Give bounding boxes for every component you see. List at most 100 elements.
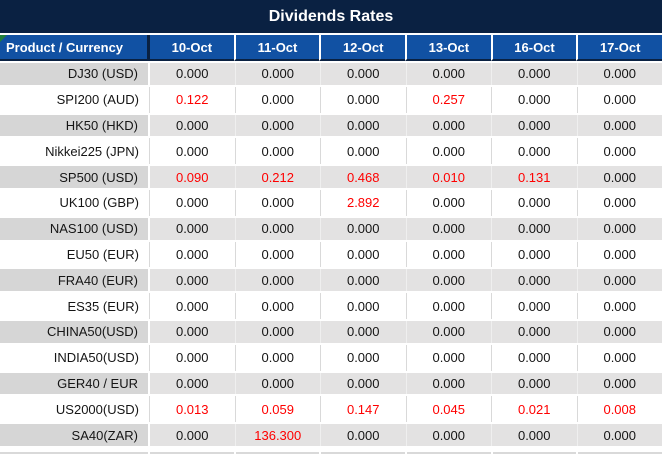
- dividend-value-cell[interactable]: 0.000: [576, 424, 662, 446]
- date-header-cell[interactable]: 10-Oct: [150, 35, 234, 61]
- dividend-value-cell[interactable]: 0.000: [150, 241, 235, 268]
- dividend-value-cell[interactable]: 0.000: [576, 293, 662, 319]
- dividend-value-cell[interactable]: 0.000: [491, 424, 577, 446]
- dividend-value-cell[interactable]: 0.045: [405, 396, 491, 423]
- dividend-value-cell[interactable]: 0.131: [491, 166, 577, 188]
- dividend-value-cell[interactable]: 0.000: [405, 241, 491, 268]
- dividend-value-cell[interactable]: 0.000: [234, 320, 320, 343]
- dividend-value-cell[interactable]: 0.000: [150, 424, 235, 446]
- dividend-value-cell[interactable]: 0.000: [405, 217, 491, 240]
- dividend-value-cell[interactable]: 0.000: [150, 114, 235, 137]
- dividend-value-cell[interactable]: 0.000: [491, 320, 577, 343]
- dividend-value-cell[interactable]: 0.000: [320, 372, 406, 395]
- dividend-value-cell[interactable]: 0.000: [150, 293, 235, 319]
- dividend-value-cell[interactable]: 0.000: [320, 217, 406, 240]
- dividend-value-cell[interactable]: 0.000: [576, 217, 662, 240]
- dividend-value-cell[interactable]: 0.000: [576, 241, 662, 268]
- dividend-value-cell[interactable]: 0.000: [491, 344, 577, 371]
- dividend-value-cell[interactable]: 0.000: [234, 63, 320, 85]
- dividend-value-cell[interactable]: 0.468: [320, 166, 406, 188]
- dividend-value-cell[interactable]: 0.000: [320, 63, 406, 85]
- dividend-value-cell[interactable]: 0.000: [405, 372, 491, 395]
- dividend-value-cell[interactable]: 0.000: [491, 241, 577, 268]
- dividend-value-cell[interactable]: 0.000: [405, 138, 491, 165]
- product-cell[interactable]: SA40(ZAR): [0, 424, 150, 446]
- product-cell[interactable]: SP500 (USD): [0, 166, 150, 188]
- product-cell[interactable]: UK100 (GBP): [0, 189, 150, 216]
- product-cell[interactable]: GER40 / EUR: [0, 372, 150, 395]
- dividend-value-cell[interactable]: 0.000: [320, 320, 406, 343]
- dividend-value-cell[interactable]: 0.000: [234, 189, 320, 216]
- product-cell[interactable]: FRA40 (EUR): [0, 269, 150, 292]
- dividend-value-cell[interactable]: 0.122: [150, 86, 235, 113]
- dividend-value-cell[interactable]: 0.008: [576, 396, 662, 423]
- dividend-value-cell[interactable]: 0.147: [320, 396, 406, 423]
- dividend-value-cell[interactable]: 0.000: [405, 114, 491, 137]
- dividend-value-cell[interactable]: 0.257: [405, 86, 491, 113]
- dividend-value-cell[interactable]: 0.000: [320, 114, 406, 137]
- dividend-value-cell[interactable]: 0.000: [150, 372, 235, 395]
- dividend-value-cell[interactable]: 0.000: [576, 269, 662, 292]
- dividend-value-cell[interactable]: 0.000: [150, 63, 235, 85]
- dividend-value-cell[interactable]: 0.000: [576, 320, 662, 343]
- product-cell[interactable]: SPI200 (AUD): [0, 86, 150, 113]
- dividend-value-cell[interactable]: 0.021: [491, 396, 577, 423]
- dividend-value-cell[interactable]: 0.000: [405, 344, 491, 371]
- dividend-value-cell[interactable]: 0.000: [320, 269, 406, 292]
- date-header-cell[interactable]: 17-Oct: [576, 35, 662, 61]
- dividend-value-cell[interactable]: 0.000: [576, 114, 662, 137]
- dividend-value-cell[interactable]: 0.000: [234, 138, 320, 165]
- dividend-value-cell[interactable]: 0.059: [234, 396, 320, 423]
- product-cell[interactable]: ES35 (EUR): [0, 293, 150, 319]
- dividend-value-cell[interactable]: 0.000: [234, 372, 320, 395]
- dividend-value-cell[interactable]: 0.000: [491, 138, 577, 165]
- dividend-value-cell[interactable]: 0.000: [320, 138, 406, 165]
- dividend-value-cell[interactable]: 0.000: [234, 86, 320, 113]
- product-cell[interactable]: US2000(USD): [0, 396, 150, 423]
- dividend-value-cell[interactable]: 0.000: [491, 269, 577, 292]
- dividend-value-cell[interactable]: 0.000: [150, 138, 235, 165]
- product-cell[interactable]: DJ30 (USD): [0, 63, 150, 85]
- dividend-value-cell[interactable]: 0.000: [491, 372, 577, 395]
- dividend-value-cell[interactable]: 0.000: [405, 63, 491, 85]
- dividend-value-cell[interactable]: 136.300: [234, 424, 320, 446]
- dividend-value-cell[interactable]: 0.000: [491, 114, 577, 137]
- dividend-value-cell[interactable]: 0.000: [576, 166, 662, 188]
- product-cell[interactable]: EU50 (EUR): [0, 241, 150, 268]
- dividend-value-cell[interactable]: 0.000: [150, 269, 235, 292]
- dividend-value-cell[interactable]: 0.000: [150, 320, 235, 343]
- dividend-value-cell[interactable]: 0.000: [320, 293, 406, 319]
- dividend-value-cell[interactable]: 0.000: [576, 344, 662, 371]
- dividend-value-cell[interactable]: 0.010: [405, 166, 491, 188]
- dividend-value-cell[interactable]: 0.000: [320, 86, 406, 113]
- dividend-value-cell[interactable]: 0.000: [491, 63, 577, 85]
- product-cell[interactable]: INDIA50(USD): [0, 344, 150, 371]
- dividend-value-cell[interactable]: 0.000: [576, 86, 662, 113]
- dividend-value-cell[interactable]: 0.000: [576, 189, 662, 216]
- dividend-value-cell[interactable]: 0.000: [234, 293, 320, 319]
- product-currency-header-cell[interactable]: Product / Currency: [0, 35, 150, 61]
- dividend-value-cell[interactable]: 0.000: [405, 293, 491, 319]
- dividend-value-cell[interactable]: 0.000: [405, 269, 491, 292]
- product-cell[interactable]: HK50 (HKD): [0, 114, 150, 137]
- dividend-value-cell[interactable]: 0.000: [234, 269, 320, 292]
- product-cell[interactable]: CHINA50(USD): [0, 320, 150, 343]
- product-cell[interactable]: Nikkei225 (JPN): [0, 138, 150, 165]
- dividend-value-cell[interactable]: 0.000: [405, 424, 491, 446]
- dividend-value-cell[interactable]: 0.000: [320, 344, 406, 371]
- dividend-value-cell[interactable]: 0.013: [150, 396, 235, 423]
- dividend-value-cell[interactable]: 0.000: [150, 189, 235, 216]
- dividend-value-cell[interactable]: 0.000: [234, 217, 320, 240]
- dividend-value-cell[interactable]: 0.000: [491, 293, 577, 319]
- dividend-value-cell[interactable]: 0.000: [150, 344, 235, 371]
- dividend-value-cell[interactable]: 0.000: [234, 344, 320, 371]
- dividend-value-cell[interactable]: 0.000: [405, 320, 491, 343]
- dividend-value-cell[interactable]: 0.000: [234, 114, 320, 137]
- dividend-value-cell[interactable]: 0.000: [320, 424, 406, 446]
- date-header-cell[interactable]: 11-Oct: [233, 35, 320, 61]
- dividend-value-cell[interactable]: 0.000: [576, 372, 662, 395]
- dividend-value-cell[interactable]: 0.000: [150, 217, 235, 240]
- dividend-value-cell[interactable]: 0.000: [491, 86, 577, 113]
- dividend-value-cell[interactable]: 0.000: [320, 241, 406, 268]
- dividend-value-cell[interactable]: 0.000: [491, 189, 577, 216]
